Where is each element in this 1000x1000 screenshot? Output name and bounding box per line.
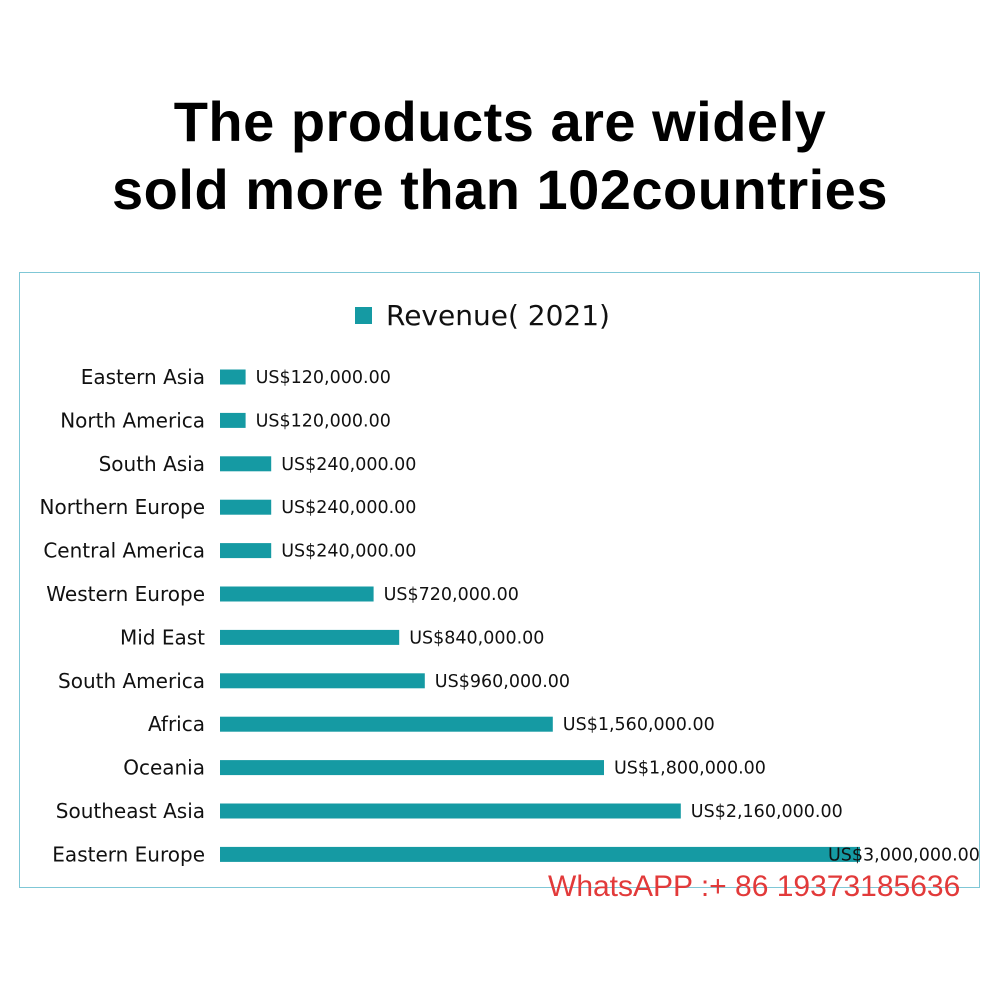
bar	[220, 586, 374, 602]
data-label: US$840,000.00	[409, 628, 544, 648]
category-label: Western Europe	[46, 582, 205, 606]
category-label: Africa	[148, 712, 205, 736]
category-label: South Asia	[99, 452, 205, 476]
bar	[220, 456, 272, 472]
bar	[220, 369, 246, 385]
category-label: Central America	[43, 539, 205, 563]
page-headline: The products are widely sold more than 1…	[0, 88, 1000, 224]
headline-line-1: The products are widely	[173, 90, 827, 153]
legend-swatch	[355, 307, 372, 324]
category-label: North America	[60, 408, 205, 432]
data-label: US$2,160,000.00	[691, 802, 843, 822]
data-label: US$720,000.00	[384, 585, 519, 605]
bar	[220, 760, 604, 776]
whatsapp-watermark: WhatsAPP :+ 86 19373185636	[548, 870, 961, 903]
revenue-bar-chart: Revenue( 2021) Eastern Asia US$120,000.00 N…	[40, 299, 979, 866]
data-label: US$240,000.00	[281, 498, 416, 518]
bar	[220, 629, 400, 645]
data-label: US$1,800,000.00	[614, 759, 766, 779]
legend-label: Revenue( 2021)	[386, 299, 610, 332]
bar	[220, 716, 553, 732]
bar	[220, 846, 860, 862]
data-label: US$120,000.00	[256, 411, 391, 431]
category-label: Eastern Europe	[52, 842, 205, 866]
data-label: US$240,000.00	[281, 455, 416, 475]
category-label: Eastern Asia	[81, 365, 205, 389]
data-label: US$3,000,000.00	[828, 845, 979, 865]
category-label: Northern Europe	[40, 495, 205, 519]
bar	[220, 673, 425, 689]
chart-legend: Revenue( 2021)	[355, 299, 610, 332]
category-label: South America	[58, 669, 205, 693]
chart-frame: Revenue( 2021) Eastern Asia US$120,000.00 N…	[19, 272, 980, 888]
headline-line-2: sold more than 102countries	[112, 158, 888, 221]
data-label: US$240,000.00	[281, 542, 416, 562]
bar	[220, 543, 272, 559]
bar	[220, 803, 681, 819]
category-label: Southeast Asia	[56, 799, 205, 823]
bar	[220, 412, 246, 428]
category-label: Oceania	[123, 756, 205, 780]
data-label: US$1,560,000.00	[563, 715, 715, 735]
data-label: US$960,000.00	[435, 672, 570, 692]
bar	[220, 499, 272, 515]
data-label: US$120,000.00	[256, 368, 391, 388]
category-label: Mid East	[120, 625, 205, 649]
